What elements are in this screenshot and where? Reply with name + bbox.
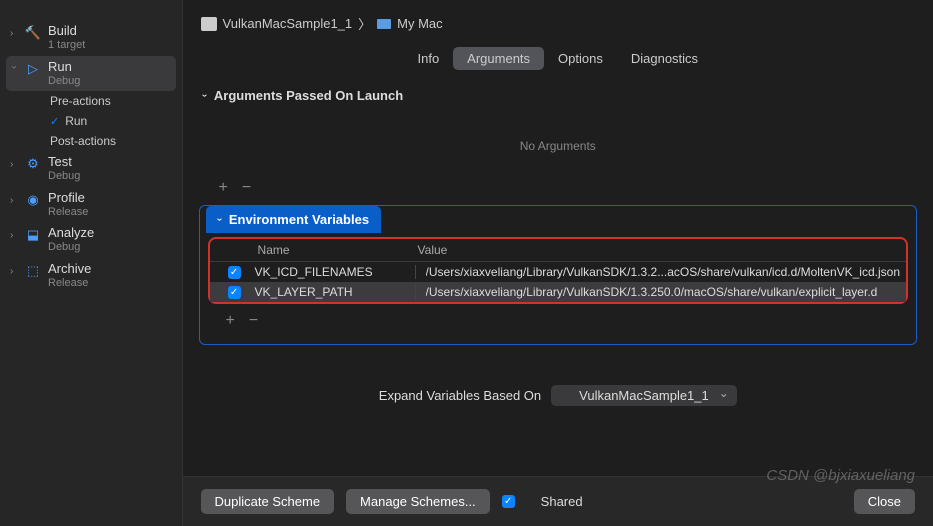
close-button[interactable]: Close bbox=[854, 489, 915, 514]
tab-arguments[interactable]: Arguments bbox=[453, 47, 544, 70]
chevron-right-icon: › bbox=[10, 28, 18, 39]
mac-icon bbox=[377, 19, 391, 29]
sidebar-sub-preactions[interactable]: Pre-actions bbox=[0, 91, 182, 111]
check-icon: ✓ bbox=[50, 116, 59, 128]
remove-env-button[interactable]: − bbox=[249, 312, 258, 330]
separator: 〉 bbox=[358, 14, 371, 33]
tab-info[interactable]: Info bbox=[403, 47, 453, 70]
sidebar-sub-postactions[interactable]: Post-actions bbox=[0, 131, 182, 151]
remove-arg-button[interactable]: − bbox=[242, 179, 251, 197]
archive-icon: ⬚ bbox=[24, 262, 42, 280]
tab-bar: Info Arguments Options Diagnostics bbox=[183, 43, 933, 80]
sidebar-item-analyze[interactable]: › ⬓ AnalyzeDebug bbox=[0, 222, 182, 258]
section-env-header[interactable]: › Environment Variables bbox=[206, 206, 382, 233]
sidebar-item-test[interactable]: › ⚙ TestDebug bbox=[0, 151, 182, 187]
sublabel: Debug bbox=[48, 241, 94, 254]
sidebar-sub-run[interactable]: ✓Run bbox=[0, 111, 182, 131]
args-add-remove: + − bbox=[193, 171, 923, 205]
label: Build bbox=[48, 24, 85, 39]
sidebar-item-profile[interactable]: › ◉ ProfileRelease bbox=[0, 187, 182, 223]
scheme-sidebar: › 🔨 Build1 target › ▷ RunDebug Pre-actio… bbox=[0, 0, 183, 526]
sublabel: Release bbox=[48, 277, 91, 290]
label: Archive bbox=[48, 262, 91, 277]
divider bbox=[415, 265, 416, 279]
label: Test bbox=[48, 155, 80, 170]
play-icon: ▷ bbox=[24, 60, 42, 78]
run-destination[interactable]: My Mac bbox=[397, 16, 443, 31]
col-value: Value bbox=[418, 243, 906, 257]
sidebar-item-archive[interactable]: › ⬚ ArchiveRelease bbox=[0, 258, 182, 294]
shared-checkbox[interactable]: ✓ bbox=[502, 495, 515, 508]
chevron-down-icon: › bbox=[199, 94, 210, 97]
env-section: › Environment Variables Name Value ✓ VK_… bbox=[199, 205, 917, 345]
chevron-right-icon: › bbox=[10, 159, 18, 170]
env-name: VK_LAYER_PATH bbox=[255, 285, 415, 299]
chevron-down-icon: › bbox=[214, 218, 225, 221]
breadcrumb: VulkanMacSample1_1 〉 My Mac bbox=[183, 0, 933, 43]
label: Profile bbox=[48, 191, 88, 206]
chevron-down-icon: › bbox=[9, 65, 20, 73]
env-value: /Users/xiaxveliang/Library/VulkanSDK/1.3… bbox=[426, 265, 900, 279]
tab-options[interactable]: Options bbox=[544, 47, 617, 70]
label: Run bbox=[48, 60, 80, 75]
terminal-icon bbox=[559, 390, 573, 402]
expand-label: Expand Variables Based On bbox=[379, 388, 541, 403]
env-add-remove: + − bbox=[200, 304, 916, 338]
sublabel: Debug bbox=[48, 75, 80, 88]
main-panel: VulkanMacSample1_1 〉 My Mac Info Argumen… bbox=[183, 0, 933, 526]
tab-diagnostics[interactable]: Diagnostics bbox=[617, 47, 712, 70]
shared-label: Shared bbox=[541, 494, 583, 509]
manage-schemes-button[interactable]: Manage Schemes... bbox=[346, 489, 490, 514]
watermark: CSDN @bjxiaxueliang bbox=[766, 467, 915, 484]
sidebar-item-run[interactable]: › ▷ RunDebug bbox=[6, 56, 176, 92]
chevron-right-icon: › bbox=[10, 195, 18, 206]
add-arg-button[interactable]: + bbox=[219, 179, 228, 197]
col-name: Name bbox=[258, 243, 418, 257]
hammer-icon: 🔨 bbox=[24, 24, 42, 42]
no-arguments-label: No Arguments bbox=[193, 111, 923, 171]
wrench-icon: ⚙ bbox=[24, 155, 42, 173]
label: Analyze bbox=[48, 226, 94, 241]
sublabel: Debug bbox=[48, 170, 80, 183]
env-name: VK_ICD_FILENAMES bbox=[255, 265, 415, 279]
add-env-button[interactable]: + bbox=[226, 312, 235, 330]
chevron-right-icon: › bbox=[10, 230, 18, 241]
sublabel: Release bbox=[48, 206, 88, 219]
chevron-right-icon: › bbox=[10, 266, 18, 277]
sublabel: 1 target bbox=[48, 39, 85, 52]
checkbox-icon[interactable]: ✓ bbox=[228, 266, 241, 279]
terminal-icon bbox=[201, 17, 217, 31]
env-row[interactable]: ✓ VK_LAYER_PATH /Users/xiaxveliang/Libra… bbox=[210, 282, 906, 302]
divider bbox=[415, 285, 416, 299]
checkbox-icon[interactable]: ✓ bbox=[228, 286, 241, 299]
expand-target-select[interactable]: VulkanMacSample1_1 bbox=[551, 385, 737, 406]
section-args-header[interactable]: › Arguments Passed On Launch bbox=[193, 80, 923, 111]
duplicate-scheme-button[interactable]: Duplicate Scheme bbox=[201, 489, 335, 514]
gauge-icon: ◉ bbox=[24, 191, 42, 209]
env-row[interactable]: ✓ VK_ICD_FILENAMES /Users/xiaxveliang/Li… bbox=[210, 262, 906, 282]
env-value: /Users/xiaxveliang/Library/VulkanSDK/1.3… bbox=[426, 285, 900, 299]
expand-vars-row: Expand Variables Based On VulkanMacSampl… bbox=[193, 355, 923, 416]
env-table-header: Name Value bbox=[210, 239, 906, 262]
sidebar-item-build[interactable]: › 🔨 Build1 target bbox=[0, 20, 182, 56]
scheme-name[interactable]: VulkanMacSample1_1 bbox=[223, 16, 353, 31]
analyze-icon: ⬓ bbox=[24, 226, 42, 244]
highlight-box: Name Value ✓ VK_ICD_FILENAMES /Users/xia… bbox=[208, 237, 908, 304]
